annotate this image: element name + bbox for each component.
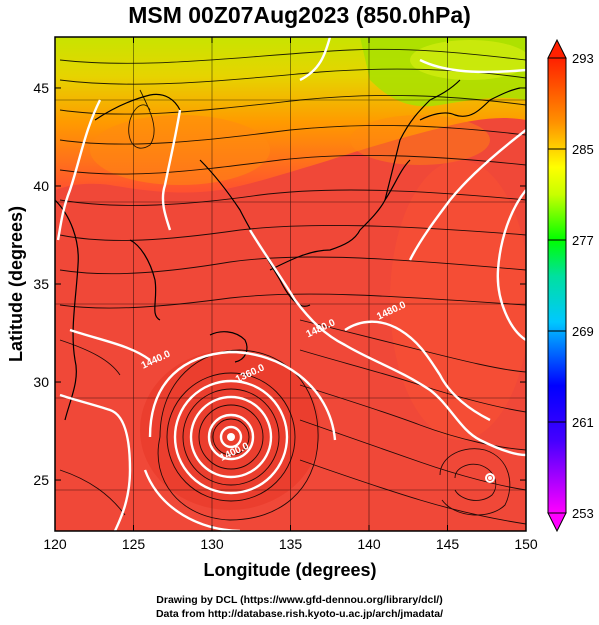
x-axis: 120 125 130 135 140 145 150	[43, 37, 538, 552]
colorbar-tick-label: 261	[572, 415, 594, 430]
x-tick-label: 135	[279, 536, 303, 552]
colorbar-tick-label: 285	[572, 142, 594, 157]
colorbar-tick-label: 253	[572, 506, 594, 521]
x-tick-label: 120	[43, 536, 67, 552]
x-tick-label: 150	[514, 536, 538, 552]
colorbar-bottom-arrow	[547, 512, 567, 533]
y-tick-label: 40	[33, 178, 49, 194]
y-axis-label: Latitude (degrees)	[6, 206, 26, 362]
x-tick-label: 145	[436, 536, 460, 552]
x-tick-label: 140	[357, 536, 381, 552]
y-tick-label: 25	[33, 472, 49, 488]
orange-patch	[90, 115, 270, 185]
y-axis: 25 30 35 40 45	[33, 80, 526, 488]
plot-area	[55, 37, 526, 531]
colorbar: 293 285 277 269 261 253	[547, 38, 594, 533]
orange-patch-2	[350, 115, 490, 165]
grid	[55, 37, 526, 531]
y-tick-label: 45	[33, 80, 49, 96]
y-tick-label: 35	[33, 276, 49, 292]
warm-east	[390, 160, 526, 440]
y-tick-label: 30	[33, 374, 49, 390]
x-tick-label: 125	[122, 536, 146, 552]
colorbar-top-arrow	[547, 38, 567, 59]
warm-patch	[410, 40, 526, 80]
x-tick-label: 130	[200, 536, 224, 552]
colorbar-gradient	[547, 57, 567, 514]
height-contours	[56, 37, 526, 531]
low-center-marker	[227, 433, 235, 441]
colorbar-ticks: 293 285 277 269 261 253	[548, 51, 594, 521]
chart-title: MSM 00Z07Aug2023 (850.0hPa)	[128, 2, 471, 28]
colorbar-tick-label: 269	[572, 324, 594, 339]
footer-credit-drawing: Drawing by DCL (https://www.gfd-dennou.o…	[156, 594, 443, 606]
secondary-center-marker	[488, 476, 492, 480]
footer-credit-data: Data from http://database.rish.kyoto-u.a…	[155, 608, 444, 620]
x-axis-label: Longitude (degrees)	[203, 560, 376, 580]
colorbar-tick-label: 277	[572, 233, 594, 248]
colorbar-tick-label: 293	[572, 51, 594, 66]
